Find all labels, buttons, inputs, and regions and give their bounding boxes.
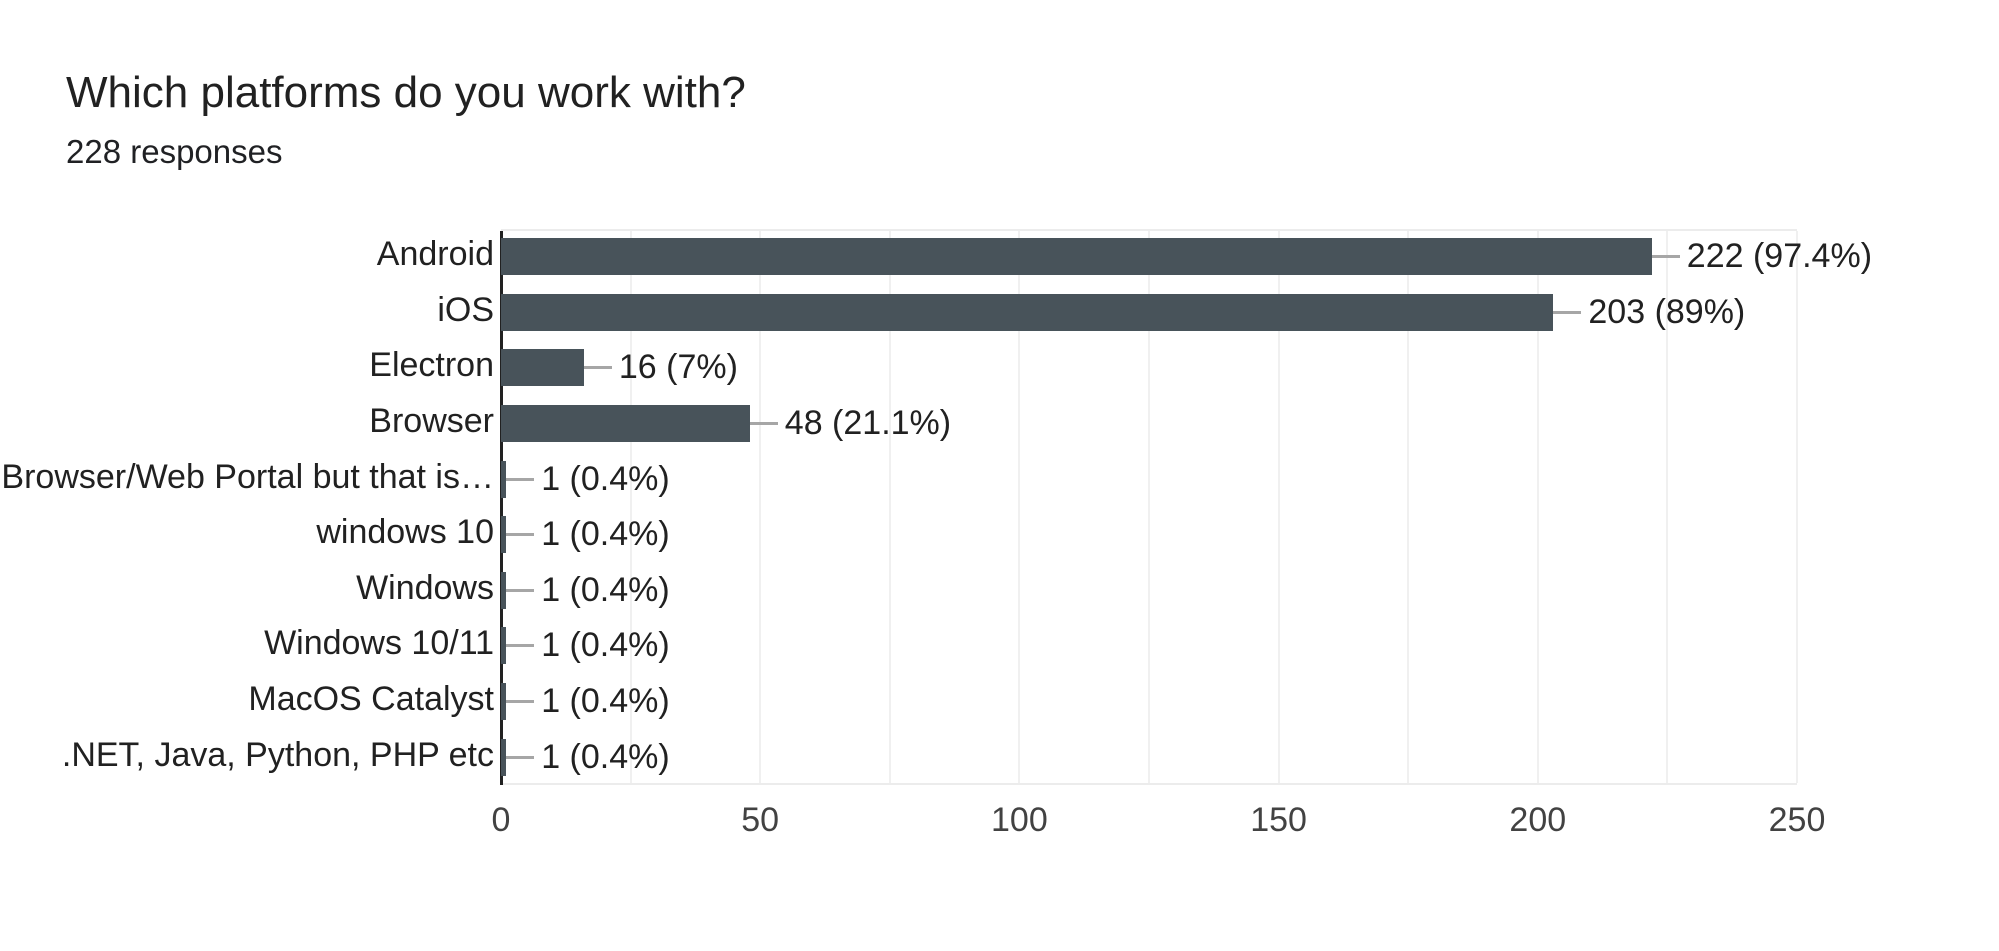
x-tick-label: 50 [741, 801, 780, 839]
bar-value-label: 222 (97.4%) [1686, 237, 1873, 276]
bar-row: 16 (7%) [501, 340, 1797, 396]
category-label-android: Android [376, 235, 494, 274]
bar-value-label: 1 (0.4%) [541, 515, 670, 554]
gridline [1148, 231, 1150, 783]
bar-windows-10[interactable] [501, 516, 507, 554]
gridline [888, 231, 891, 783]
category-label-windows-10-11: Windows 10/11 [264, 624, 494, 663]
label-connector-line [749, 422, 778, 426]
bar-windows[interactable] [501, 571, 507, 609]
x-tick-label: 150 [1250, 801, 1307, 839]
category-axis-labels: Android iOS Electron Browser Browser/Web Por… [0, 229, 494, 785]
category-label-windows-10: windows 10 [316, 513, 494, 552]
bar-electron[interactable] [501, 349, 584, 387]
label-connector-line [1651, 255, 1680, 259]
category-label-windows: Windows [356, 568, 494, 607]
bar-row: 1 (0.4%) [501, 451, 1797, 507]
gridline [629, 231, 632, 783]
bar-value-label: 1 (0.4%) [541, 737, 670, 776]
bar-value-label: 1 (0.4%) [541, 570, 670, 609]
category-label-ios: iOS [437, 290, 494, 329]
x-tick-label: 100 [991, 801, 1048, 839]
label-connector-line [583, 366, 612, 370]
question-title: Which platforms do you work with? [66, 68, 746, 117]
bar-row: 1 (0.4%) [501, 618, 1797, 674]
label-connector-line [506, 533, 535, 537]
x-tick-label: 200 [1509, 801, 1567, 839]
category-label-macos-catalyst: MacOS Catalyst [248, 680, 494, 719]
category-label-electron: Electron [369, 346, 494, 385]
label-connector-line [506, 588, 535, 592]
label-connector-line [506, 700, 535, 704]
label-connector-line [506, 477, 535, 481]
gridline [1018, 231, 1021, 783]
bar-android[interactable] [501, 238, 1652, 276]
bar-row: 1 (0.4%) [501, 563, 1797, 619]
bar-browser[interactable] [501, 405, 750, 443]
value-axis-ticks: 0 50 100 150 200 250 [492, 801, 1826, 845]
gridline [1796, 231, 1798, 783]
bar-row: 1 (0.4%) [501, 674, 1797, 730]
category-label-net-java-python-php-etc: .NET, Java, Python, PHP etc [61, 735, 494, 774]
bar-browser-web-portal-but-that-is[interactable] [501, 460, 507, 498]
bar-row: 1 (0.4%) [501, 507, 1797, 563]
bar-net-java-python-php-etc[interactable] [501, 738, 507, 776]
response-count: 228 responses [66, 133, 283, 170]
bar-value-label: 1 (0.4%) [541, 682, 670, 721]
x-tick-label: 250 [1768, 801, 1826, 839]
gridline [1666, 231, 1669, 783]
gridline [1536, 231, 1539, 783]
y-axis-line [500, 231, 503, 785]
bar-row: 48 (21.1%) [501, 396, 1797, 452]
bar-value-label: 16 (7%) [618, 348, 738, 387]
bar-value-label: 1 (0.4%) [541, 626, 670, 665]
bar-value-label: 203 (89%) [1588, 292, 1746, 331]
label-connector-line [1553, 310, 1582, 314]
bar-row: 1 (0.4%) [501, 729, 1797, 785]
bar-value-label: 1 (0.4%) [541, 459, 670, 498]
x-tick-label: 0 [491, 801, 511, 839]
category-label-browser: Browser [369, 402, 494, 441]
plot-area: 222 (97.4%) 203 (89%) 16 (7%) 48 (21.1%) 1 (… [500, 229, 1872, 785]
label-connector-line [506, 644, 535, 648]
bar-windows-10-11[interactable] [501, 627, 507, 665]
bar-row: 222 (97.4%) [501, 229, 1872, 285]
gridline [759, 231, 762, 783]
bar-macos-catalyst[interactable] [501, 683, 507, 721]
bar-row: 203 (89%) [501, 285, 1797, 341]
bar-ios[interactable] [501, 293, 1554, 331]
bar-value-label: 48 (21.1%) [784, 404, 952, 443]
label-connector-line [506, 755, 535, 759]
gridline [1407, 231, 1410, 783]
category-label-browser-web-portal-but-that-is: Browser/Web Portal but that is… [1, 457, 494, 496]
gridline [1277, 231, 1280, 783]
